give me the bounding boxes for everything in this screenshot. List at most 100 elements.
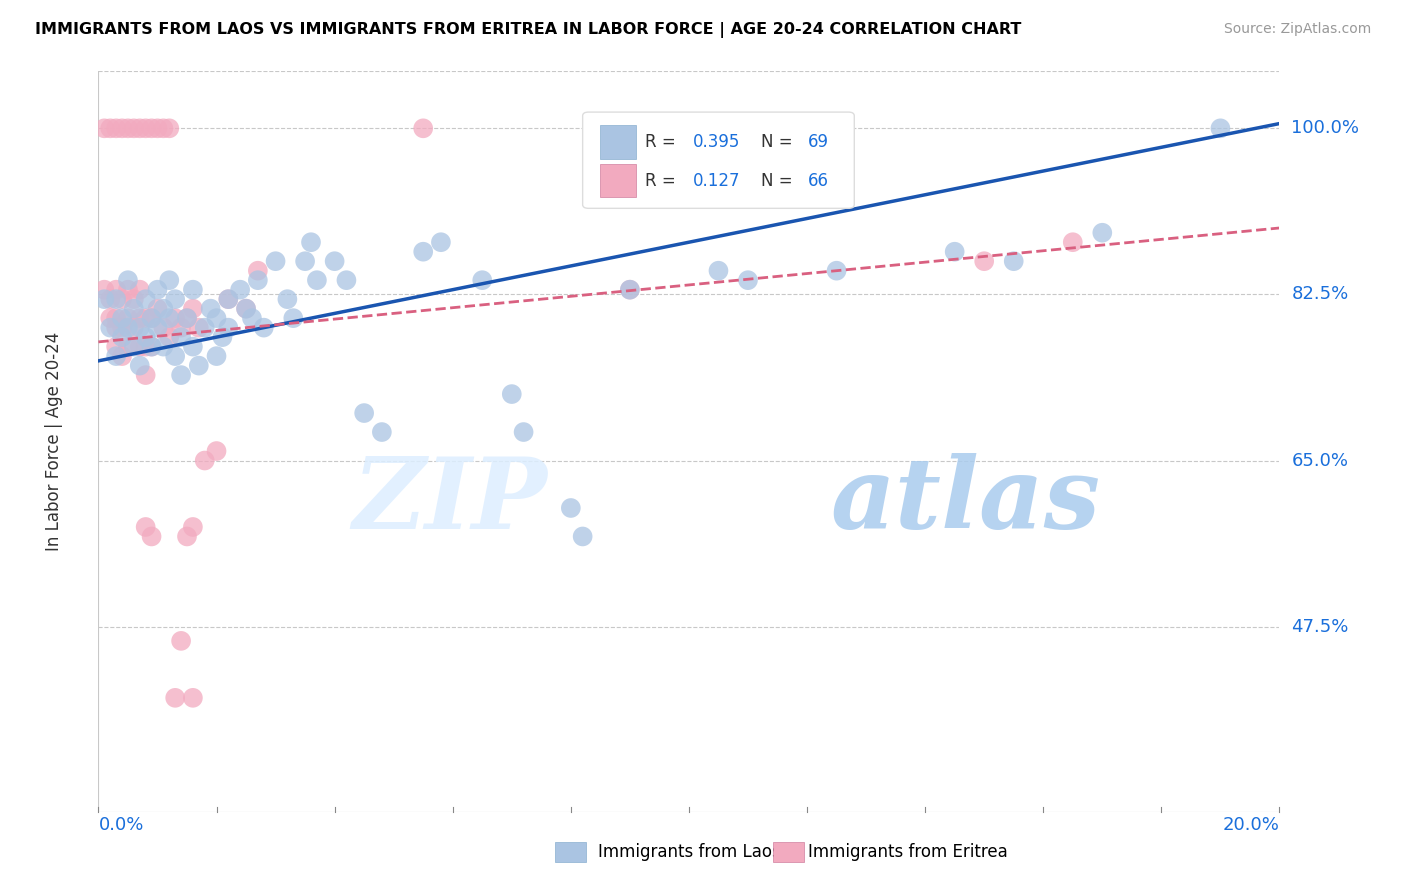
Point <box>1002 254 1025 268</box>
Text: 47.5%: 47.5% <box>1291 617 1348 636</box>
Point <box>165 311 187 326</box>
Point <box>825 263 848 277</box>
Point <box>205 349 228 363</box>
Point <box>128 340 150 354</box>
Point <box>165 349 187 363</box>
Point <box>181 340 204 354</box>
Point <box>1091 226 1114 240</box>
Text: In Labor Force | Age 20-24: In Labor Force | Age 20-24 <box>45 332 62 551</box>
Point <box>146 121 169 136</box>
Point <box>181 690 204 705</box>
Point <box>276 292 298 306</box>
Text: 0.395: 0.395 <box>693 133 740 151</box>
Point <box>371 425 394 439</box>
Point <box>194 320 217 334</box>
Point <box>253 320 276 334</box>
Point <box>117 283 139 297</box>
Point <box>707 263 730 277</box>
Point <box>157 330 180 344</box>
Point <box>146 283 169 297</box>
Point <box>157 273 180 287</box>
Point <box>571 529 593 543</box>
Point <box>619 283 641 297</box>
Point <box>117 340 139 354</box>
Text: ZIP: ZIP <box>353 452 547 549</box>
Point <box>105 349 128 363</box>
Point <box>117 311 139 326</box>
Text: 66: 66 <box>808 172 830 190</box>
Point <box>135 340 157 354</box>
Point <box>943 244 966 259</box>
Point <box>1062 235 1084 250</box>
Point <box>283 311 305 326</box>
Point <box>471 273 494 287</box>
Point <box>111 320 134 334</box>
Point <box>128 359 150 373</box>
Point <box>117 121 139 136</box>
Point <box>560 500 582 515</box>
Text: R =: R = <box>645 172 682 190</box>
Point <box>122 301 145 316</box>
Point <box>111 292 134 306</box>
FancyBboxPatch shape <box>582 112 855 209</box>
Text: 0.0%: 0.0% <box>98 816 143 834</box>
Text: N =: N = <box>761 172 797 190</box>
Point <box>170 320 193 334</box>
Point <box>98 292 121 306</box>
Text: R =: R = <box>645 133 682 151</box>
Point <box>217 292 239 306</box>
Point <box>117 320 139 334</box>
Point <box>430 235 453 250</box>
Point <box>135 520 157 534</box>
Point <box>181 283 204 297</box>
Point <box>111 311 134 326</box>
Text: 69: 69 <box>808 133 830 151</box>
Point <box>194 453 217 467</box>
Point <box>98 311 121 326</box>
Point <box>122 340 145 354</box>
Point <box>299 235 322 250</box>
Point <box>200 301 222 316</box>
Point <box>111 121 134 136</box>
Point <box>152 121 174 136</box>
Point <box>264 254 287 268</box>
Point <box>105 311 128 326</box>
Point <box>105 320 128 334</box>
Point <box>176 529 198 543</box>
Point <box>205 311 228 326</box>
Point <box>141 311 163 326</box>
Bar <box>600 164 636 197</box>
Text: Immigrants from Eritrea: Immigrants from Eritrea <box>808 843 1008 861</box>
Point <box>93 292 115 306</box>
Point <box>135 311 157 326</box>
Point <box>170 330 193 344</box>
Point <box>122 292 145 306</box>
Text: N =: N = <box>761 133 797 151</box>
Point <box>157 311 180 326</box>
Point <box>176 311 198 326</box>
Point <box>217 320 239 334</box>
Point <box>176 311 198 326</box>
Point <box>323 254 346 268</box>
Point <box>146 301 169 316</box>
Bar <box>600 126 636 159</box>
Point <box>181 520 204 534</box>
Point <box>122 121 145 136</box>
Point <box>128 283 150 297</box>
Point <box>141 340 163 354</box>
Point <box>128 121 150 136</box>
Point <box>170 633 193 648</box>
Point <box>187 359 209 373</box>
Text: 100.0%: 100.0% <box>1291 120 1360 137</box>
Point <box>305 273 328 287</box>
Point <box>141 340 163 354</box>
Point <box>93 121 115 136</box>
Point <box>146 320 169 334</box>
Point <box>141 311 163 326</box>
Point <box>512 425 534 439</box>
Point <box>111 349 134 363</box>
Text: 82.5%: 82.5% <box>1291 285 1348 303</box>
Point <box>152 340 174 354</box>
Point <box>165 690 187 705</box>
Point <box>105 283 128 297</box>
